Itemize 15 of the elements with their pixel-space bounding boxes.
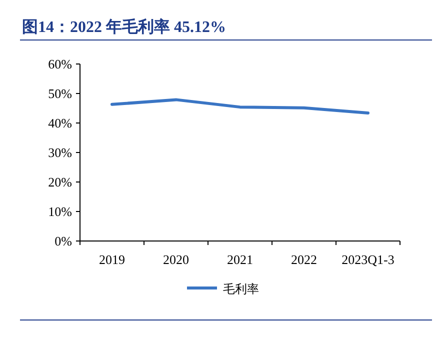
y-tick-label: 10% [48, 204, 72, 219]
x-tick-label: 2023Q1-3 [342, 252, 394, 267]
y-tick-label: 30% [48, 145, 72, 160]
line-series [110, 98, 370, 114]
x-tick-label: 2021 [227, 252, 253, 267]
y-tick-label: 60% [48, 56, 72, 72]
y-tick-label: 50% [48, 86, 72, 101]
y-tick-label: 0% [54, 234, 72, 248]
legend-label: 毛利率 [223, 282, 259, 296]
y-tick-label: 40% [48, 116, 72, 130]
x-tick-label: 2022 [291, 252, 317, 267]
chart-title: 图14：2022 年毛利率 45.12% [22, 17, 226, 36]
x-tick-label: 2020 [163, 252, 189, 267]
x-tick-label: 2019 [99, 252, 125, 267]
y-tick-label: 20% [48, 174, 72, 190]
